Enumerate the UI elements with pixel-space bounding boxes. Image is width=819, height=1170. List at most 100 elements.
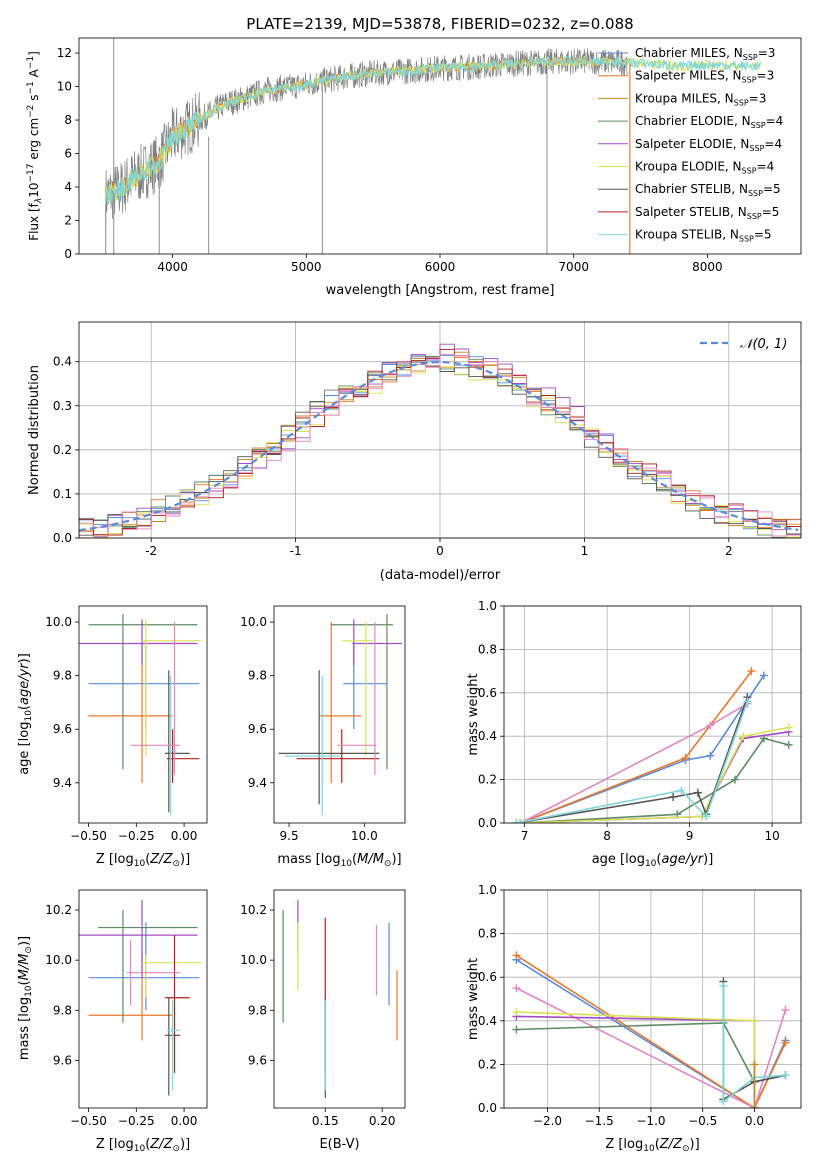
y-tick-label: 2 [64, 214, 72, 228]
weight-marker [677, 786, 686, 795]
x-tick-label: −1.5 [585, 1114, 614, 1128]
mass_vs_Z-panel: −0.50 −0.25 0.00 9.6 9.8 10.0 10.2 Z [log10(Z/Z… [17, 889, 208, 1154]
weight-line [722, 985, 786, 1104]
y-tick-label: 9.8 [248, 1003, 267, 1017]
weight-marker [719, 1097, 728, 1106]
legend-entry: Kroupa ELODIE, NSSP=4 [635, 160, 774, 176]
legend-entry: Chabrier STELIB, NSSP=5 [635, 182, 781, 198]
y-tick-label: 6 [64, 147, 72, 161]
weight-marker [512, 819, 521, 823]
y-tick-label: 0.2 [478, 1057, 497, 1071]
legend-entry: 𝒩(0, 1) [740, 337, 787, 352]
weight-marker [759, 671, 768, 680]
x-tick-label: −0.25 [118, 829, 155, 843]
x-axis-label: (data-model)/error [380, 568, 501, 583]
x-axis-label: mass [log10(M/M⊙)] [277, 852, 401, 869]
x-axis-label: age [log10(age/yr)] [592, 852, 714, 869]
model-stelib [105, 55, 762, 205]
spectrum-lines [105, 38, 762, 254]
y-tick-label: 9.4 [248, 776, 267, 790]
weight-line [520, 737, 789, 823]
y-tick-label: 9.6 [53, 1053, 72, 1067]
x-tick-label: 7 [521, 829, 529, 843]
x-tick-label: 0.00 [171, 1114, 198, 1128]
x-tick-label: 7000 [558, 260, 589, 274]
x-tick-label: 0.15 [312, 1114, 339, 1128]
weight_vs_Z-panel: −2.0 −1.5 −1.0 −0.5 0.0 0.0 0.2 0.4 0.6 0.8 1.0 Z [… [466, 883, 802, 1154]
y-tick-label: 10.0 [45, 615, 72, 629]
y-axis-label: Flux [fλ10−17 erg cm−2 s−1 A−1] [26, 51, 44, 241]
y-tick-label: 0.2 [478, 773, 497, 787]
y-tick-label: 0.1 [53, 487, 72, 501]
weight-marker [516, 819, 525, 823]
y-tick-label: 9.4 [53, 776, 72, 790]
axes-frame [78, 605, 208, 824]
y-tick-label: 0 [64, 247, 72, 261]
y-tick-label: 10.0 [240, 615, 267, 629]
x-tick-label: 0.0 [745, 1114, 764, 1128]
y-tick-label: 0.8 [478, 927, 497, 941]
x-tick-label: 1 [581, 544, 589, 558]
weight-marker [512, 951, 521, 960]
x-tick-label: 0.20 [369, 1114, 396, 1128]
histograms [79, 343, 801, 538]
x-tick-label: −0.50 [70, 1114, 107, 1128]
errorbars [282, 900, 398, 1098]
y-tick-label: 0.4 [478, 1014, 497, 1028]
weight-marker [781, 1038, 790, 1047]
axes-frame [273, 889, 406, 1109]
weight-marker [731, 775, 739, 784]
weight-marker [781, 1005, 790, 1014]
residuals-panel: -2 -1 0 1 2 0.0 0.1 0.2 0.3 0.4 𝒩(0, 1) (data-model… [27, 321, 802, 583]
weight-marker [739, 732, 748, 741]
y-tick-label: 4 [64, 180, 72, 194]
y-tick-label: 10.0 [45, 953, 72, 967]
legend-entry: Salpeter STELIB, NSSP=5 [635, 205, 779, 221]
errorbars [79, 614, 202, 815]
weight-line [516, 987, 787, 1108]
mass_vs_ebv-panel: 0.15 0.20 9.6 9.8 10.0 10.2 E(B-V) [240, 889, 406, 1152]
axes-frame [78, 889, 208, 1109]
weight-line [516, 701, 749, 823]
x-tick-label: −2.0 [533, 1114, 562, 1128]
weight-line [516, 696, 749, 823]
weight-marker [669, 792, 678, 801]
x-tick-label: −0.5 [688, 1114, 717, 1128]
y-axis-label: mass weight [466, 958, 481, 1040]
weight-marker [747, 667, 756, 676]
legend-entry: Kroupa STELIB, NSSP=5 [635, 228, 772, 244]
weight-marker [706, 751, 715, 760]
weight-line [516, 1015, 756, 1108]
legend-entry: Chabrier MILES, NSSP=3 [635, 46, 775, 62]
gaussian-curve [79, 360, 799, 532]
weight-marker [681, 753, 690, 762]
y-tick-label: 10 [57, 80, 72, 94]
histogram-step [79, 353, 801, 538]
y-tick-label: 0.4 [53, 355, 72, 369]
weight-lines [512, 667, 793, 823]
weight-line [520, 726, 789, 823]
y-tick-label: 0.0 [478, 1101, 497, 1115]
weight-marker [784, 740, 793, 749]
x-tick-label: −0.50 [70, 829, 107, 843]
weight_vs_age-panel: 7 8 9 10 0.0 0.2 0.4 0.6 0.8 1.0 age [log10(age/yr… [466, 599, 802, 869]
age_vs_Z-panel: −0.50 −0.25 0.00 9.4 9.6 9.8 10.0 Z [log10(Z/Z⊙… [17, 605, 208, 869]
y-tick-label: 0.4 [478, 729, 497, 743]
y-tick-label: 9.6 [53, 722, 72, 736]
y-tick-label: 10.0 [240, 953, 267, 967]
y-axis-label: age [log10(age/yr)] [17, 653, 34, 775]
axes-frame [78, 37, 802, 255]
y-tick-label: 10.2 [240, 903, 267, 917]
weight-marker [784, 723, 793, 732]
y-tick-label: 8 [64, 113, 72, 127]
x-axis-label: wavelength [Angstrom, rest frame] [326, 283, 555, 298]
y-axis-label: mass [log10(M/M⊙)] [17, 936, 34, 1060]
weight-marker [693, 788, 702, 797]
x-tick-label: 8 [603, 829, 611, 843]
figure-title: PLATE=2139, MJD=53878, FIBERID=0232, z=0… [246, 15, 633, 33]
x-axis-label: E(B-V) [319, 1137, 359, 1152]
axes-frame [273, 605, 406, 824]
x-tick-label: -2 [145, 544, 157, 558]
x-tick-label: 10 [764, 829, 779, 843]
